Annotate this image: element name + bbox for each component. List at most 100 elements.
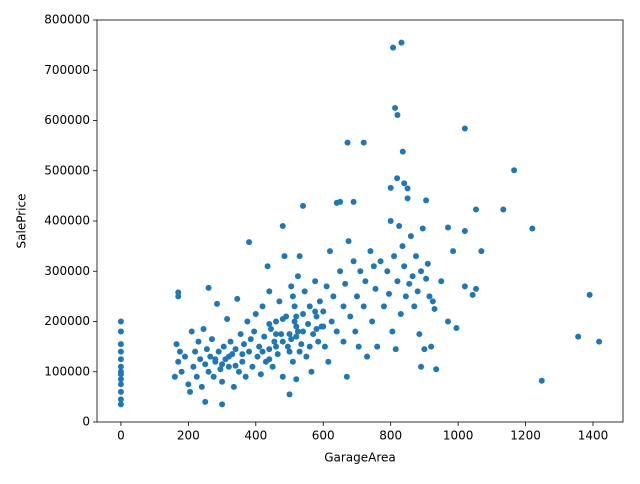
point	[387, 184, 394, 191]
point	[423, 275, 430, 282]
point	[239, 351, 246, 358]
point	[360, 303, 367, 310]
point	[321, 343, 328, 350]
point	[225, 353, 232, 360]
point	[244, 318, 251, 325]
point	[246, 239, 253, 246]
point	[249, 363, 256, 370]
point	[294, 273, 301, 280]
point	[266, 321, 273, 328]
point	[264, 263, 271, 270]
point	[344, 139, 351, 146]
point	[215, 348, 222, 355]
point	[176, 348, 183, 355]
point	[219, 378, 226, 385]
point	[418, 268, 425, 275]
point	[402, 293, 409, 300]
point	[380, 303, 387, 310]
point	[266, 288, 273, 295]
point	[117, 388, 124, 395]
point	[303, 353, 310, 360]
y-tick-label: 400000	[44, 214, 90, 228]
point	[257, 371, 264, 378]
point	[117, 348, 124, 355]
point	[424, 260, 431, 267]
point	[117, 363, 124, 370]
point	[372, 285, 379, 292]
point	[461, 125, 468, 132]
point	[398, 39, 405, 46]
point	[397, 310, 404, 317]
point	[313, 313, 320, 320]
point	[273, 331, 280, 338]
point	[171, 373, 178, 380]
point	[219, 361, 226, 368]
point	[232, 346, 239, 353]
point	[438, 278, 445, 285]
point	[286, 348, 293, 355]
point	[433, 366, 440, 373]
point	[202, 398, 209, 405]
point	[310, 331, 317, 338]
point	[367, 248, 374, 255]
point	[202, 361, 209, 368]
point	[305, 321, 312, 328]
point	[225, 363, 232, 370]
point	[414, 288, 421, 295]
point	[328, 318, 335, 325]
point	[333, 328, 340, 335]
point	[219, 401, 226, 408]
point	[252, 310, 259, 317]
point	[286, 331, 293, 338]
x-tick-label: 1400	[578, 429, 609, 443]
point	[247, 336, 254, 343]
x-axis-label: GarageArea	[324, 451, 396, 465]
point	[390, 44, 397, 51]
point	[308, 368, 315, 375]
point	[320, 323, 327, 330]
point	[357, 268, 364, 275]
point	[203, 346, 210, 353]
point	[175, 358, 182, 365]
point	[187, 388, 194, 395]
point	[352, 328, 359, 335]
x-tick-label: 0	[117, 429, 125, 443]
point	[288, 283, 295, 290]
point	[237, 331, 244, 338]
point	[207, 353, 214, 360]
point	[323, 283, 330, 290]
point	[300, 202, 307, 209]
point	[273, 318, 280, 325]
y-tick-label: 600000	[44, 113, 90, 127]
point	[391, 253, 398, 260]
point	[296, 348, 303, 355]
point	[312, 278, 319, 285]
point	[473, 206, 480, 213]
point	[259, 303, 266, 310]
point	[316, 298, 323, 305]
point	[511, 167, 518, 174]
point	[529, 225, 536, 232]
point	[117, 356, 124, 363]
point	[266, 346, 273, 353]
point	[227, 338, 234, 345]
x-tick-label: 1000	[443, 429, 474, 443]
point	[246, 348, 253, 355]
point	[259, 348, 266, 355]
point	[575, 333, 582, 340]
point	[235, 368, 242, 375]
point	[298, 341, 305, 348]
point	[291, 318, 298, 325]
point	[212, 356, 219, 363]
point	[377, 258, 384, 265]
point	[312, 308, 319, 315]
point	[266, 356, 273, 363]
point	[306, 303, 313, 310]
point	[173, 341, 180, 348]
point	[256, 343, 263, 350]
y-tick-label: 700000	[44, 63, 90, 77]
point	[117, 401, 124, 408]
point	[279, 223, 286, 230]
y-tick-label: 500000	[44, 163, 90, 177]
point	[117, 376, 124, 383]
